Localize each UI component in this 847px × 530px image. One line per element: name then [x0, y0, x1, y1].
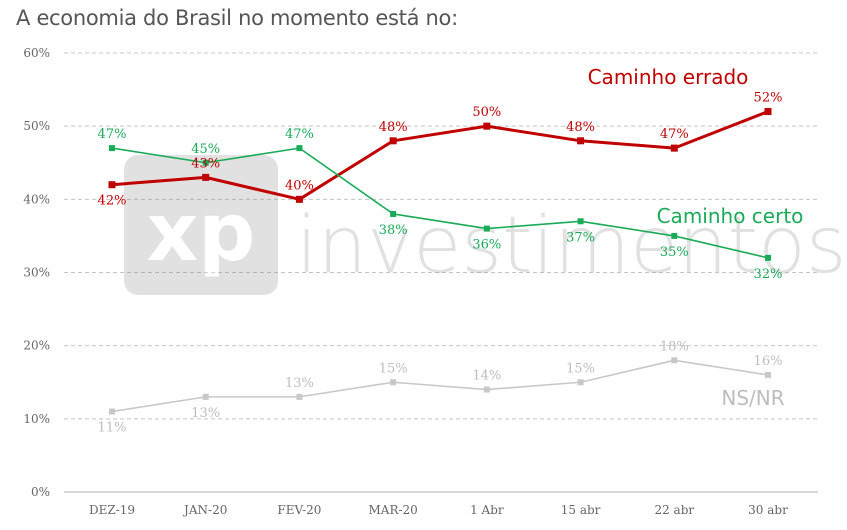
watermark: xp investimentos [124, 155, 847, 295]
data-point [202, 173, 210, 181]
data-label: 45% [191, 142, 220, 157]
y-tick-label: 10% [23, 412, 50, 426]
data-label: 32% [754, 267, 783, 282]
data-point [108, 181, 116, 189]
series-ns-nr-line [111, 359, 769, 413]
data-point [202, 393, 209, 400]
data-point [202, 159, 209, 166]
series-name-label: Caminho errado [588, 65, 749, 89]
data-label: 50% [472, 105, 501, 120]
data-label: 38% [379, 223, 408, 238]
data-label: 48% [379, 120, 408, 135]
data-label: 42% [98, 194, 127, 209]
y-tick-label: 40% [23, 192, 50, 206]
chart-title: A economia do Brasil no momento está no: [16, 6, 458, 30]
x-tick-label: JAN-20 [182, 503, 227, 517]
watermark-logo-text: xp [147, 186, 256, 279]
data-point [577, 137, 585, 145]
data-point [764, 108, 772, 116]
data-point [577, 218, 584, 225]
x-tick-label: 22 abr [654, 503, 694, 517]
x-tick-label: 30 abr [748, 503, 788, 517]
data-label: 14% [472, 369, 501, 384]
series-name-label: Caminho certo [657, 204, 804, 228]
data-point [109, 408, 115, 415]
series-name-label: NS/NR [721, 386, 784, 410]
watermark-logo-box [124, 155, 278, 295]
data-label: 15% [379, 361, 408, 376]
data-label: 13% [191, 406, 220, 421]
data-label: 40% [285, 178, 314, 193]
data-point [389, 137, 397, 145]
x-tick-label: 15 abr [561, 503, 601, 517]
series-caminho-certo-line [111, 147, 769, 259]
series-caminho-errado-line [111, 110, 769, 201]
x-tick-label: FEV-20 [277, 503, 321, 517]
x-tick-label: MAR-20 [368, 503, 417, 517]
data-label: 35% [660, 245, 689, 260]
data-point [296, 145, 303, 152]
data-point [296, 393, 303, 400]
data-label: 47% [285, 127, 314, 142]
data-label: 47% [660, 127, 689, 142]
data-label: 37% [566, 230, 595, 245]
data-label: 11% [98, 421, 127, 436]
x-tick-label: 1 Abr [470, 503, 504, 517]
watermark-text: investimentos [296, 201, 847, 291]
y-tick-label: 60% [23, 46, 50, 60]
data-point [765, 371, 771, 378]
data-label: 52% [754, 91, 783, 106]
data-point [671, 232, 678, 239]
data-point [390, 210, 397, 217]
data-label: 47% [98, 127, 127, 142]
data-label: 16% [754, 354, 783, 369]
data-label: 36% [472, 238, 501, 253]
series-lines [108, 108, 772, 415]
axes: 0% 10% 20% 30% 40% 50% 60% DEZ-19 JAN-20 FEV-20 MA… [23, 46, 818, 517]
y-tick-label: 50% [23, 119, 50, 133]
data-point [671, 357, 678, 364]
data-point [483, 122, 491, 130]
data-label: 13% [285, 376, 314, 391]
data-label: 43% [191, 156, 220, 171]
data-label: 15% [566, 361, 595, 376]
y-tick-label: 30% [23, 266, 50, 280]
x-tick-label: DEZ-19 [89, 503, 135, 517]
y-tick-label: 20% [23, 339, 50, 353]
data-label: 18% [660, 339, 689, 354]
data-point [670, 144, 678, 152]
y-tick-label: 0% [31, 485, 50, 499]
data-label: 48% [566, 120, 595, 135]
data-point [577, 379, 584, 386]
data-point [765, 254, 771, 261]
data-point [483, 225, 490, 232]
data-point [390, 379, 397, 386]
data-point [483, 386, 490, 393]
data-point [295, 195, 303, 203]
data-point [109, 145, 115, 152]
data-labels: 42% 43% 40% 48% 50% 48% 47% 52% Caminho errado 47… [98, 65, 804, 436]
